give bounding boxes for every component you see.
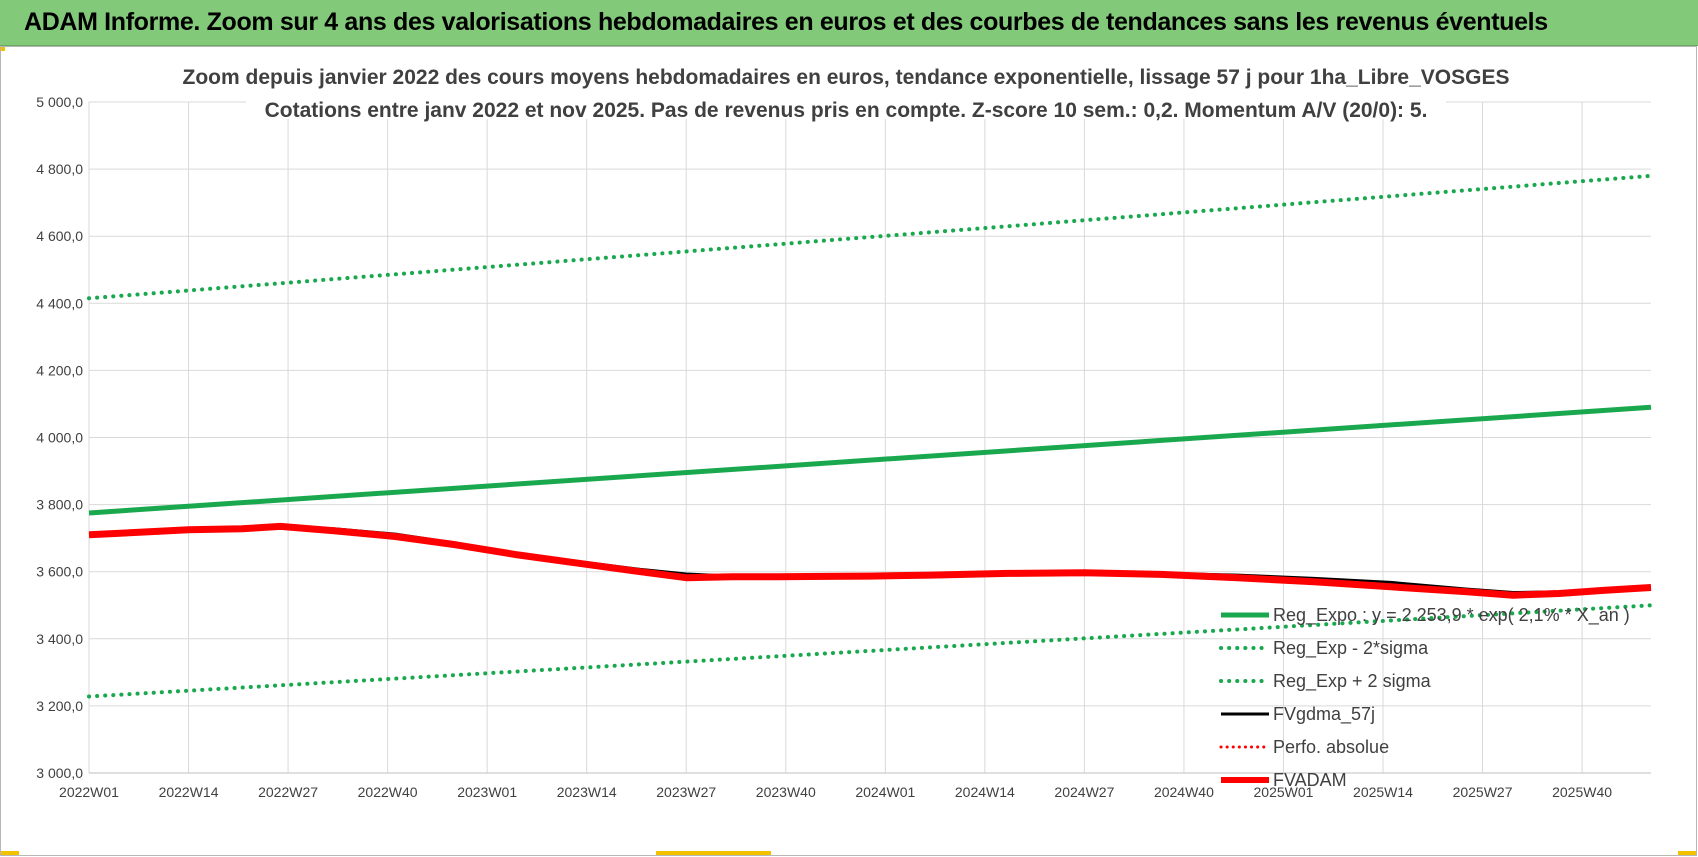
x-tick-label: 2024W27 <box>1054 784 1114 800</box>
y-tick-label: 4 400,0 <box>36 295 83 311</box>
x-tick-label: 2022W01 <box>59 784 119 800</box>
y-tick-label: 3 000,0 <box>36 765 83 781</box>
series-line-solid-red-thick <box>88 522 1652 599</box>
report-banner: ADAM Informe. Zoom sur 4 ans des valoris… <box>0 0 1698 46</box>
legend-label: FVgdma_57j <box>1273 704 1375 725</box>
y-tick-label: 3 600,0 <box>36 564 83 580</box>
series-line-dotted-green <box>87 173 1653 301</box>
y-tick-label: 4 600,0 <box>36 228 83 244</box>
series-line-solid-green <box>88 404 1652 516</box>
x-tick-label: 2022W40 <box>358 784 418 800</box>
x-tick-label: 2024W14 <box>955 784 1015 800</box>
chart-frame: 3 000,0 3 200,0 3 400,0 3 600,0 3 800,0 4 000… <box>0 46 1697 856</box>
x-tick-label: 2025W01 <box>1254 784 1314 800</box>
legend-label: Reg_Expo : y = 2 253,9 * exp( 2,1% * X_a… <box>1273 605 1630 626</box>
legend-label: FVADAM <box>1273 770 1347 790</box>
x-tick-label: 2023W40 <box>756 784 816 800</box>
chart-title-line1: Zoom depuis janvier 2022 des cours moyen… <box>183 66 1510 89</box>
x-tick-label: 2023W14 <box>557 784 617 800</box>
y-tick-label: 4 200,0 <box>36 362 83 378</box>
x-tick-label: 2022W14 <box>159 784 219 800</box>
chart-titles: Zoom depuis janvier 2022 des cours moyen… <box>183 57 1510 122</box>
legend-label: Reg_Exp - 2*sigma <box>1273 638 1429 659</box>
legend-label: Perfo. absolue <box>1273 737 1389 757</box>
series-lines <box>87 173 1653 699</box>
y-tick-label: 4 000,0 <box>36 430 83 446</box>
series-line-dotted-green <box>87 603 1653 699</box>
y-tick-label: 3 800,0 <box>36 497 83 513</box>
x-tick-label: 2023W01 <box>457 784 517 800</box>
x-tick-label: 2025W14 <box>1353 784 1413 800</box>
x-tick-label: 2025W27 <box>1453 784 1513 800</box>
legend-label: Reg_Exp + 2 sigma <box>1273 671 1432 692</box>
y-tick-label: 5 000,0 <box>36 94 83 110</box>
y-tick-label: 3 200,0 <box>36 698 83 714</box>
y-tick-label: 4 800,0 <box>36 161 83 177</box>
x-tick-label: 2023W27 <box>656 784 716 800</box>
x-tick-label: 2024W40 <box>1154 784 1214 800</box>
x-tick-label: 2024W01 <box>855 784 915 800</box>
x-tick-label: 2022W27 <box>258 784 318 800</box>
report-title: ADAM Informe. Zoom sur 4 ans des valoris… <box>24 8 1548 36</box>
series-line-solid-black <box>88 526 1652 594</box>
axes: 3 000,0 3 200,0 3 400,0 3 600,0 3 800,0 4 000… <box>36 94 1651 800</box>
y-tick-label: 3 400,0 <box>36 631 83 647</box>
legend: Reg_Expo : y = 2 253,9 * exp( 2,1% * X_a… <box>1219 605 1630 790</box>
chart-title-line2: Cotations entre janv 2022 et nov 2025. P… <box>265 99 1428 122</box>
x-tick-label: 2025W40 <box>1552 784 1612 800</box>
line-chart: 3 000,0 3 200,0 3 400,0 3 600,0 3 800,0 4 000… <box>36 57 1653 800</box>
